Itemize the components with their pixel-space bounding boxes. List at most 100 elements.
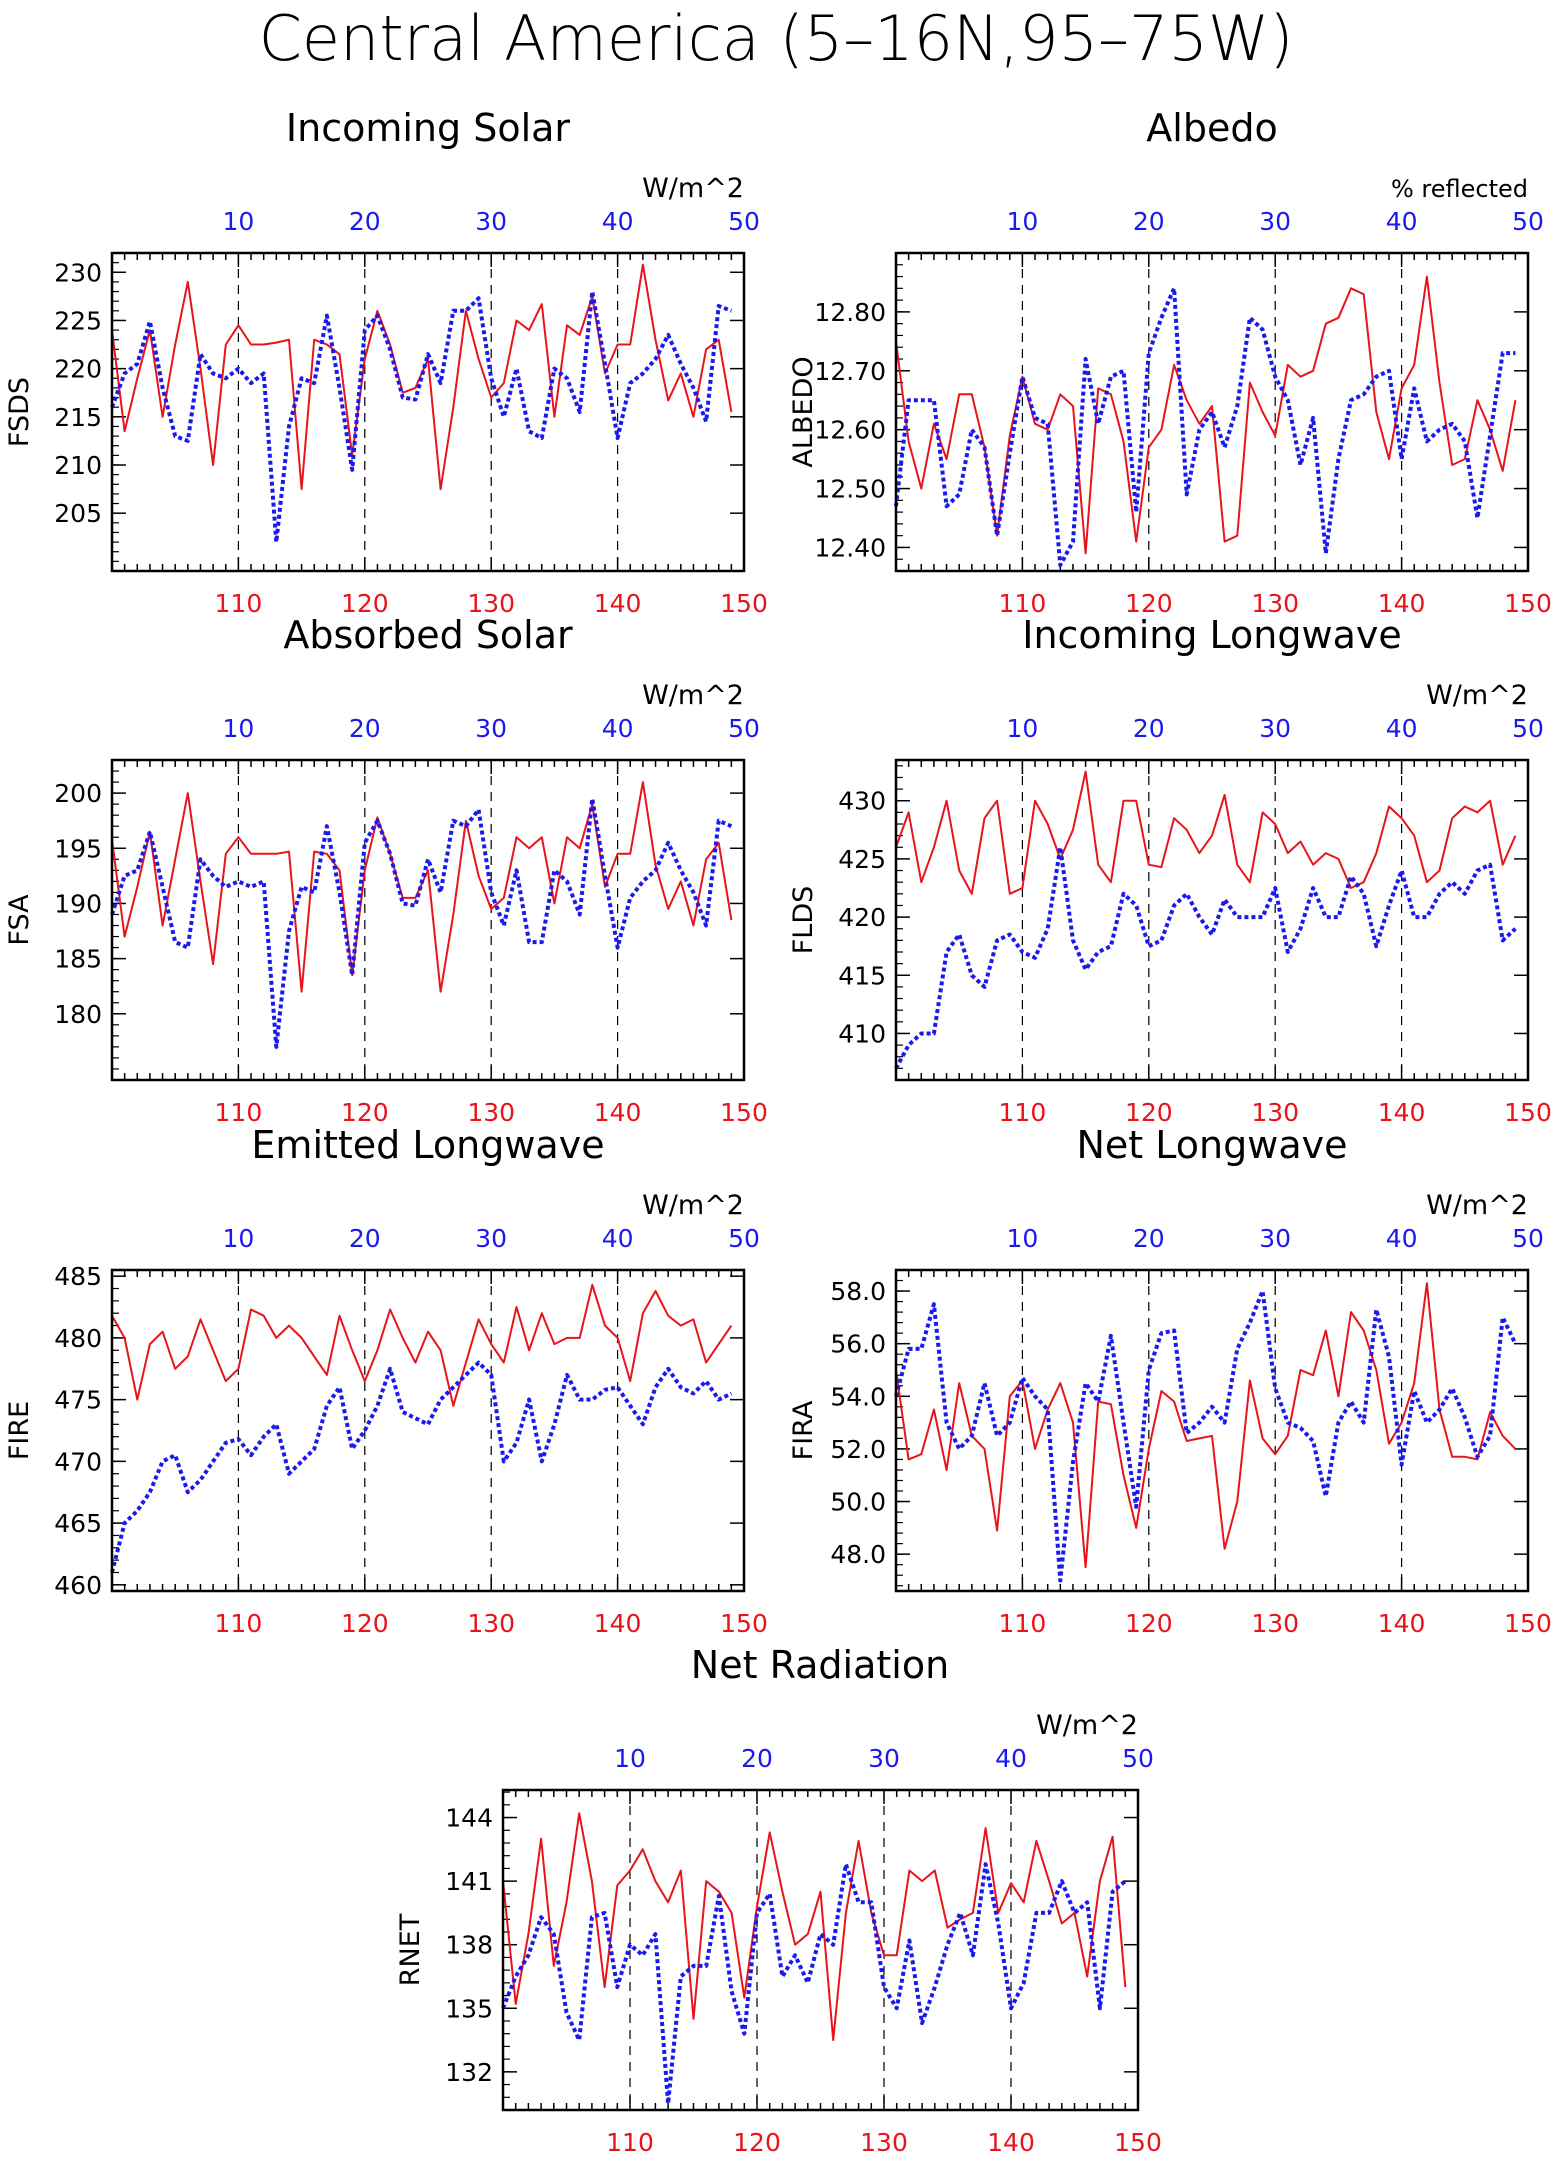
y-tick-label: 410 xyxy=(838,1019,886,1048)
x-tick-label-top: 40 xyxy=(602,1224,634,1253)
x-tick-label-top: 40 xyxy=(1386,714,1418,743)
series-line-blue xyxy=(894,845,1517,1070)
chart-title: Absorbed Solar xyxy=(283,613,573,657)
x-tick-label-bottom: 130 xyxy=(467,1609,515,1638)
plot-frame xyxy=(894,1268,1530,1593)
y-axis-label: FSDS xyxy=(4,377,35,447)
x-tick-label-bottom: 110 xyxy=(215,1098,263,1127)
x-tick-label-top: 50 xyxy=(1512,207,1544,236)
y-tick-label: 180 xyxy=(54,1000,102,1029)
y-tick-label: 225 xyxy=(54,306,102,335)
x-tick-label-bottom: 150 xyxy=(720,1098,768,1127)
units-label: W/m^2 xyxy=(1036,1710,1138,1741)
x-tick-label-bottom: 140 xyxy=(594,1609,642,1638)
y-axis-label: RNET xyxy=(395,1913,426,1986)
y-tick-label: 135 xyxy=(445,1994,493,2023)
x-tick-label-bottom: 120 xyxy=(1125,589,1173,618)
x-tick-label-bottom: 110 xyxy=(215,1609,263,1638)
chart-title: Albedo xyxy=(1146,106,1277,150)
x-tick-label-top: 50 xyxy=(1122,1744,1154,1773)
y-tick-label: 465 xyxy=(54,1509,102,1538)
y-tick-label: 185 xyxy=(54,945,102,974)
x-tick-label-bottom: 110 xyxy=(999,1098,1047,1127)
units-label: W/m^2 xyxy=(642,680,744,711)
x-tick-label-bottom: 130 xyxy=(1251,1609,1299,1638)
y-tick-label: 430 xyxy=(838,787,886,816)
y-tick-label: 138 xyxy=(445,1931,493,1960)
x-tick-label-bottom: 140 xyxy=(987,2128,1035,2157)
y-tick-label: 141 xyxy=(445,1867,493,1896)
chart-title: Net Longwave xyxy=(1077,1123,1348,1167)
x-tick-label-bottom: 140 xyxy=(594,1098,642,1127)
series-line-blue xyxy=(110,289,733,545)
y-tick-label: 220 xyxy=(54,355,102,384)
panel-fsds: Incoming Solar W/m^2 205 210 215 220 225 230 110… xyxy=(4,106,768,618)
y-tick-label: 190 xyxy=(54,889,102,918)
x-tick-label-bottom: 120 xyxy=(1125,1609,1173,1638)
x-tick-label-top: 20 xyxy=(741,1744,773,1773)
x-tick-label-top: 20 xyxy=(1133,207,1165,236)
x-tick-label-top: 30 xyxy=(475,207,507,236)
x-tick-label-top: 30 xyxy=(475,714,507,743)
page-title: Central America (5–16N,95–75W) xyxy=(259,2,1294,75)
plot-frame xyxy=(894,251,1530,573)
x-tick-label-top: 50 xyxy=(728,1224,760,1253)
x-tick-label-top: 40 xyxy=(602,207,634,236)
y-tick-label: 200 xyxy=(54,779,102,808)
x-tick-label-top: 40 xyxy=(1386,207,1418,236)
x-tick-label-top: 30 xyxy=(1259,1224,1291,1253)
x-tick-label-bottom: 120 xyxy=(341,589,389,618)
series-line-red xyxy=(502,1812,1127,2042)
y-tick-label: 12.60 xyxy=(814,416,886,445)
plot-frame xyxy=(110,251,746,573)
x-tick-label-bottom: 150 xyxy=(1504,1098,1552,1127)
x-tick-label-bottom: 140 xyxy=(1378,1609,1426,1638)
x-tick-label-bottom: 120 xyxy=(733,2128,781,2157)
units-label: W/m^2 xyxy=(642,173,744,204)
x-tick-label-top: 50 xyxy=(728,207,760,236)
plot-frame xyxy=(110,758,746,1082)
series-line-blue xyxy=(110,796,733,1049)
x-tick-label-bottom: 110 xyxy=(999,1609,1047,1638)
x-tick-label-bottom: 120 xyxy=(1125,1098,1173,1127)
plot-frame xyxy=(110,1268,746,1593)
x-tick-label-bottom: 110 xyxy=(215,589,263,618)
x-tick-label-bottom: 150 xyxy=(1114,2128,1162,2157)
y-tick-label: 54.0 xyxy=(830,1382,886,1411)
x-tick-label-top: 10 xyxy=(222,714,254,743)
plot-frame xyxy=(894,758,1530,1082)
units-label: W/m^2 xyxy=(642,1190,744,1221)
panel-fire: Emitted Longwave W/m^2 460 465 470 475 480 485 1… xyxy=(4,1123,768,1638)
y-tick-label: 415 xyxy=(838,961,886,990)
x-tick-label-top: 30 xyxy=(475,1224,507,1253)
series-line-blue xyxy=(110,1360,733,1573)
y-tick-label: 475 xyxy=(54,1386,102,1415)
y-axis-label: FIRE xyxy=(4,1401,35,1460)
y-tick-label: 195 xyxy=(54,834,102,863)
x-tick-label-bottom: 150 xyxy=(1504,1609,1552,1638)
chart-title: Net Radiation xyxy=(691,1643,949,1687)
y-axis-label: ALBEDO xyxy=(788,356,819,467)
series-line-red xyxy=(111,263,733,491)
y-axis-label: FSA xyxy=(4,894,35,946)
x-tick-label-top: 30 xyxy=(1259,714,1291,743)
y-tick-label: 58.0 xyxy=(830,1277,886,1306)
series-line-red xyxy=(111,781,733,993)
x-tick-label-top: 20 xyxy=(349,714,381,743)
series-line-blue xyxy=(894,286,1516,568)
x-tick-label-top: 10 xyxy=(222,207,254,236)
x-tick-label-top: 10 xyxy=(614,1744,646,1773)
x-tick-label-top: 10 xyxy=(1006,207,1038,236)
x-tick-label-bottom: 110 xyxy=(606,2128,654,2157)
x-tick-label-top: 10 xyxy=(222,1224,254,1253)
chart-title: Emitted Longwave xyxy=(251,1123,604,1167)
y-tick-label: 480 xyxy=(54,1324,102,1353)
x-tick-label-top: 50 xyxy=(1512,714,1544,743)
y-tick-label: 205 xyxy=(54,499,102,528)
y-tick-label: 215 xyxy=(54,403,102,432)
y-tick-label: 56.0 xyxy=(830,1330,886,1359)
x-tick-label-top: 10 xyxy=(1006,1224,1038,1253)
x-tick-label-bottom: 130 xyxy=(1251,589,1299,618)
y-tick-label: 230 xyxy=(54,258,102,287)
y-tick-label: 52.0 xyxy=(830,1435,886,1464)
